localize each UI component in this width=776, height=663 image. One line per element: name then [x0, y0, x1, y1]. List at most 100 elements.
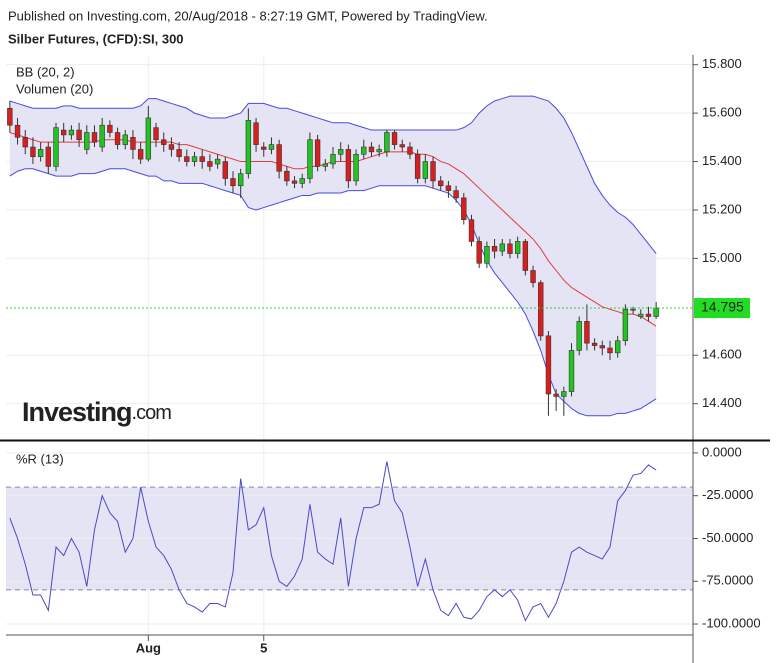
candle-body — [145, 117, 152, 160]
candle-body — [484, 245, 490, 264]
y-tick-label: -75.0000 — [702, 573, 753, 588]
candle-body — [522, 241, 529, 271]
bollinger-upper — [9, 95, 657, 254]
candle-body — [222, 161, 228, 179]
candle-body — [622, 308, 629, 342]
candle-body — [153, 127, 159, 141]
last-price-label: 14.795 — [701, 299, 744, 315]
candle-body — [614, 340, 621, 354]
candle-body — [561, 391, 567, 397]
candle-body — [99, 124, 105, 148]
candle-body — [399, 144, 405, 148]
candle-body — [237, 173, 244, 187]
y-tick-label: 14.600 — [702, 347, 742, 362]
candle-body — [468, 219, 475, 242]
candle-body — [68, 129, 75, 136]
candle-body — [568, 350, 575, 392]
y-tick-label: 15.000 — [702, 250, 742, 265]
candle-body — [30, 146, 36, 157]
candle-body — [338, 149, 344, 155]
y-tick-label: -100.0000 — [702, 615, 761, 630]
candle-body — [299, 178, 305, 184]
candle-body — [168, 144, 175, 150]
candle-body — [476, 241, 482, 264]
bollinger-fill — [9, 96, 657, 416]
candle-body — [214, 158, 221, 165]
x-tick-label: 5 — [260, 640, 267, 655]
logo-suffix: .com — [132, 402, 172, 424]
candle-body — [284, 170, 290, 182]
candle-body — [322, 163, 328, 167]
candle-body — [261, 146, 267, 150]
candle-body — [645, 313, 652, 317]
candle-body — [199, 156, 205, 162]
candle-body — [45, 146, 52, 167]
y-tick-label: 15.600 — [702, 105, 742, 120]
y-tick-label: 14.400 — [702, 395, 742, 410]
candle-body — [276, 144, 282, 172]
candle-body — [114, 132, 121, 145]
candle-body — [184, 156, 190, 162]
candle-body — [84, 132, 90, 150]
candle-body — [353, 153, 359, 182]
candle-body — [53, 127, 59, 167]
candle-body — [607, 347, 613, 354]
candle-body — [91, 132, 98, 143]
candle-body — [422, 161, 429, 179]
candle-body — [14, 124, 21, 138]
candle-body — [584, 321, 590, 344]
legend-entry: BB (20, 2) — [16, 64, 75, 79]
candle-body — [307, 139, 313, 179]
candle-body — [291, 180, 298, 184]
candle-body — [530, 270, 536, 283]
y-tick-label: 15.200 — [702, 201, 742, 216]
candle-body — [268, 144, 275, 150]
candle-body — [245, 120, 252, 174]
candle-body — [576, 321, 582, 351]
candle-body — [438, 180, 444, 187]
candle-body — [491, 245, 498, 252]
candle-body — [599, 345, 605, 349]
logo: Investing.com — [22, 397, 171, 427]
candle-body — [37, 149, 44, 157]
candle-body — [22, 137, 28, 148]
plot-area: 15.800 15.600 15.400 15.200 15.000 14.600 14.4… — [0, 55, 770, 663]
x-tick-label: Aug — [136, 640, 161, 655]
logo-main: Investing — [22, 397, 132, 427]
candle-body — [253, 122, 259, 145]
candle-body — [499, 243, 505, 252]
candle-body — [461, 197, 467, 220]
candle-body — [314, 139, 321, 167]
candle-body — [161, 139, 167, 145]
candle-body — [538, 282, 544, 337]
candle-body — [591, 342, 598, 346]
candle-body — [653, 307, 659, 317]
candle-body — [330, 153, 336, 165]
candle-body — [514, 241, 521, 254]
candle-body — [391, 132, 398, 145]
y-tick-label: -50.0000 — [702, 530, 753, 545]
candle-body — [638, 313, 644, 317]
candle-body — [230, 178, 236, 187]
candle-body — [137, 149, 144, 160]
candle-body — [630, 308, 636, 311]
y-tick-label: 15.400 — [702, 153, 742, 168]
y-tick-label: 15.800 — [702, 56, 742, 71]
candle-body — [368, 146, 375, 153]
candle-body — [61, 129, 67, 136]
candle-body — [407, 146, 413, 155]
y-tick-label: 0.0000 — [702, 444, 742, 459]
y-tick-label: -25.0000 — [702, 487, 753, 502]
candle-body — [507, 243, 513, 254]
candle-body — [107, 124, 113, 133]
candle-body — [130, 137, 136, 150]
instrument-title: Silber Futures, (CFD):SI, 300 — [8, 31, 184, 46]
candle-body — [445, 185, 452, 191]
candle-body — [345, 149, 352, 182]
candle-body — [7, 107, 13, 126]
candle-body — [361, 146, 367, 155]
candle-body — [545, 335, 552, 395]
last-price-box — [694, 298, 750, 319]
candle-body — [414, 153, 421, 179]
